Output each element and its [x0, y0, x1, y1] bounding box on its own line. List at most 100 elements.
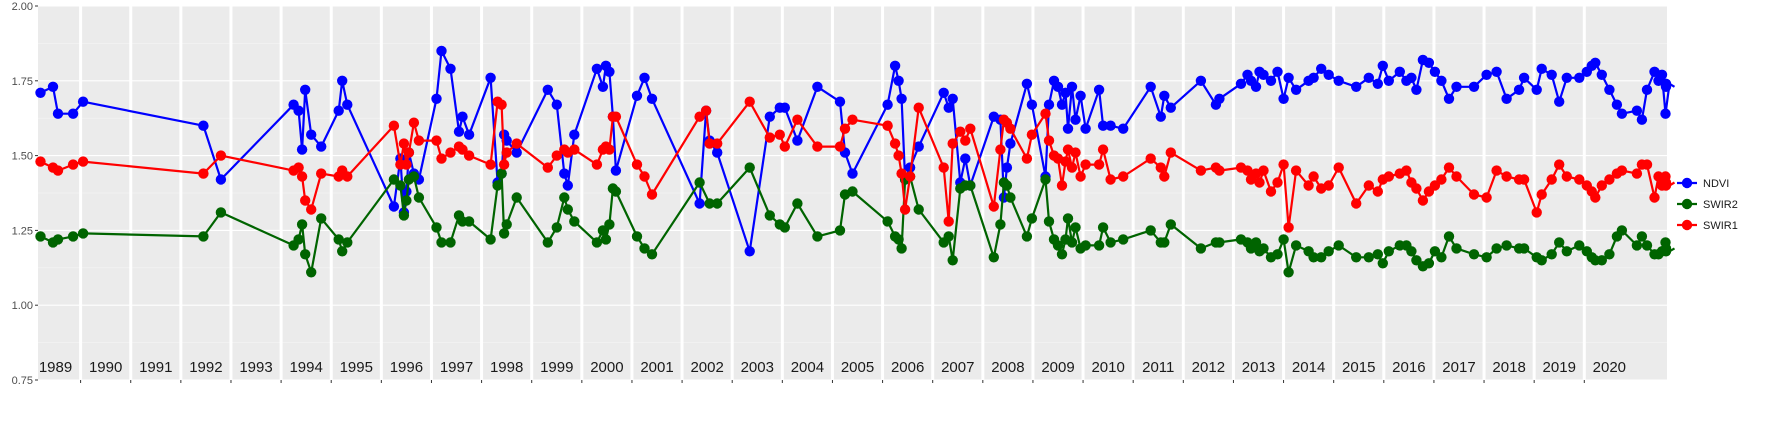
data-point-swir1	[403, 147, 415, 158]
data-point-swir2	[1436, 252, 1447, 263]
year-label: 2015	[1342, 359, 1375, 376]
data-point-swir2	[395, 180, 406, 191]
data-point-swir1	[904, 171, 916, 182]
data-point-swir1	[306, 204, 317, 215]
year-label: 1999	[540, 359, 573, 376]
data-point-ndvi	[1468, 81, 1480, 93]
data-point-ndvi	[1005, 138, 1016, 149]
data-point-swir1	[847, 114, 858, 125]
data-point-swir2	[1636, 231, 1648, 242]
year-label: 2007	[941, 359, 974, 376]
data-point-swir1	[1660, 177, 1672, 188]
data-point-swir2	[1056, 249, 1068, 260]
data-point-swir1	[1070, 147, 1081, 158]
year-label: 1989	[39, 359, 72, 376]
year-separators	[79, 6, 1586, 380]
data-point-ndvi	[1195, 75, 1207, 87]
legend-label-swir1: SWIR1	[1703, 220, 1738, 232]
data-point-swir2	[445, 237, 456, 248]
data-point-ndvi	[316, 141, 327, 152]
data-point-ndvi	[694, 198, 705, 209]
data-point-swir2	[1363, 252, 1375, 263]
data-point-swir2	[610, 186, 622, 197]
data-point-ndvi	[293, 105, 304, 116]
data-point-ndvi	[1590, 57, 1601, 68]
data-point-swir2	[1021, 231, 1033, 242]
data-point-swir1	[1491, 165, 1502, 176]
data-point-ndvi	[904, 162, 916, 173]
data-point-swir2	[296, 219, 308, 230]
data-point-ndvi	[1406, 72, 1417, 84]
data-point-swir2	[1093, 240, 1105, 251]
year-label: 1998	[490, 359, 523, 376]
data-point-swir2	[306, 267, 317, 278]
data-point-swir2	[67, 231, 79, 242]
data-point-ndvi	[610, 165, 622, 176]
year-label: 2018	[1492, 359, 1525, 376]
data-point-swir1	[896, 168, 907, 179]
data-point-swir2	[988, 252, 999, 263]
data-point-ndvi	[1491, 66, 1502, 78]
data-point-swir2	[812, 231, 823, 242]
data-point-swir2	[631, 231, 643, 242]
data-point-ndvi	[388, 201, 400, 212]
year-label: 2006	[891, 359, 924, 376]
data-point-swir1	[591, 159, 603, 170]
data-point-swir1	[1272, 177, 1283, 188]
year-label: 2012	[1192, 359, 1225, 376]
data-point-swir1	[569, 144, 580, 155]
data-point-swir1	[1443, 162, 1455, 173]
year-label: 2014	[1292, 359, 1325, 376]
data-point-swir2	[1501, 240, 1512, 251]
data-point-swir2	[1518, 243, 1530, 254]
data-point-swir2	[1080, 240, 1091, 251]
data-point-swir1	[1145, 153, 1156, 164]
data-point-swir1	[646, 189, 658, 200]
data-point-ndvi	[893, 75, 904, 87]
data-point-ndvi	[1451, 81, 1462, 93]
year-label: 2017	[1442, 359, 1475, 376]
data-point-swir1	[401, 159, 412, 170]
data-point-swir1	[1043, 135, 1055, 146]
data-point-swir1	[1195, 165, 1207, 176]
data-point-ndvi	[1021, 78, 1033, 90]
data-point-swir1	[639, 171, 650, 182]
data-point-swir2	[496, 168, 507, 179]
data-point-swir1	[1283, 222, 1294, 233]
data-point-ndvi	[463, 129, 475, 140]
year-label: 1992	[189, 359, 222, 376]
data-point-swir2	[1118, 234, 1129, 245]
data-point-swir2	[511, 192, 522, 203]
data-point-swir2	[463, 216, 475, 227]
data-point-ndvi	[744, 246, 755, 257]
data-point-ndvi	[1429, 66, 1441, 78]
data-point-ndvi	[569, 129, 580, 140]
data-point-swir2	[1066, 237, 1078, 248]
data-point-swir1	[398, 138, 410, 149]
data-point-ndvi	[1001, 162, 1013, 173]
data-point-swir1	[1026, 129, 1038, 140]
data-point-ndvi	[1631, 105, 1643, 116]
data-point-swir1	[774, 129, 785, 140]
data-point-swir2	[35, 231, 46, 242]
year-label: 2019	[1543, 359, 1576, 376]
data-point-ndvi	[712, 147, 723, 158]
data-point-ndvi	[1546, 69, 1557, 81]
data-point-ndvi	[1660, 81, 1672, 93]
data-point-ndvi	[834, 96, 846, 107]
data-point-ndvi	[1105, 120, 1116, 131]
data-point-swir1	[899, 204, 911, 215]
data-point-swir2	[551, 222, 562, 233]
data-point-ndvi	[551, 99, 562, 110]
data-point-swir1	[1333, 162, 1344, 173]
legend-label-swir2: SWIR2	[1703, 199, 1738, 211]
data-point-ndvi	[812, 81, 823, 93]
data-point-swir1	[631, 159, 643, 170]
data-point-swir2	[744, 162, 755, 173]
year-label: 2004	[791, 359, 824, 376]
data-point-swir1	[1075, 171, 1086, 182]
data-point-swir1	[1641, 159, 1653, 170]
data-point-swir2	[1145, 225, 1156, 236]
data-point-ndvi	[559, 168, 570, 179]
data-point-swir1	[436, 153, 447, 164]
